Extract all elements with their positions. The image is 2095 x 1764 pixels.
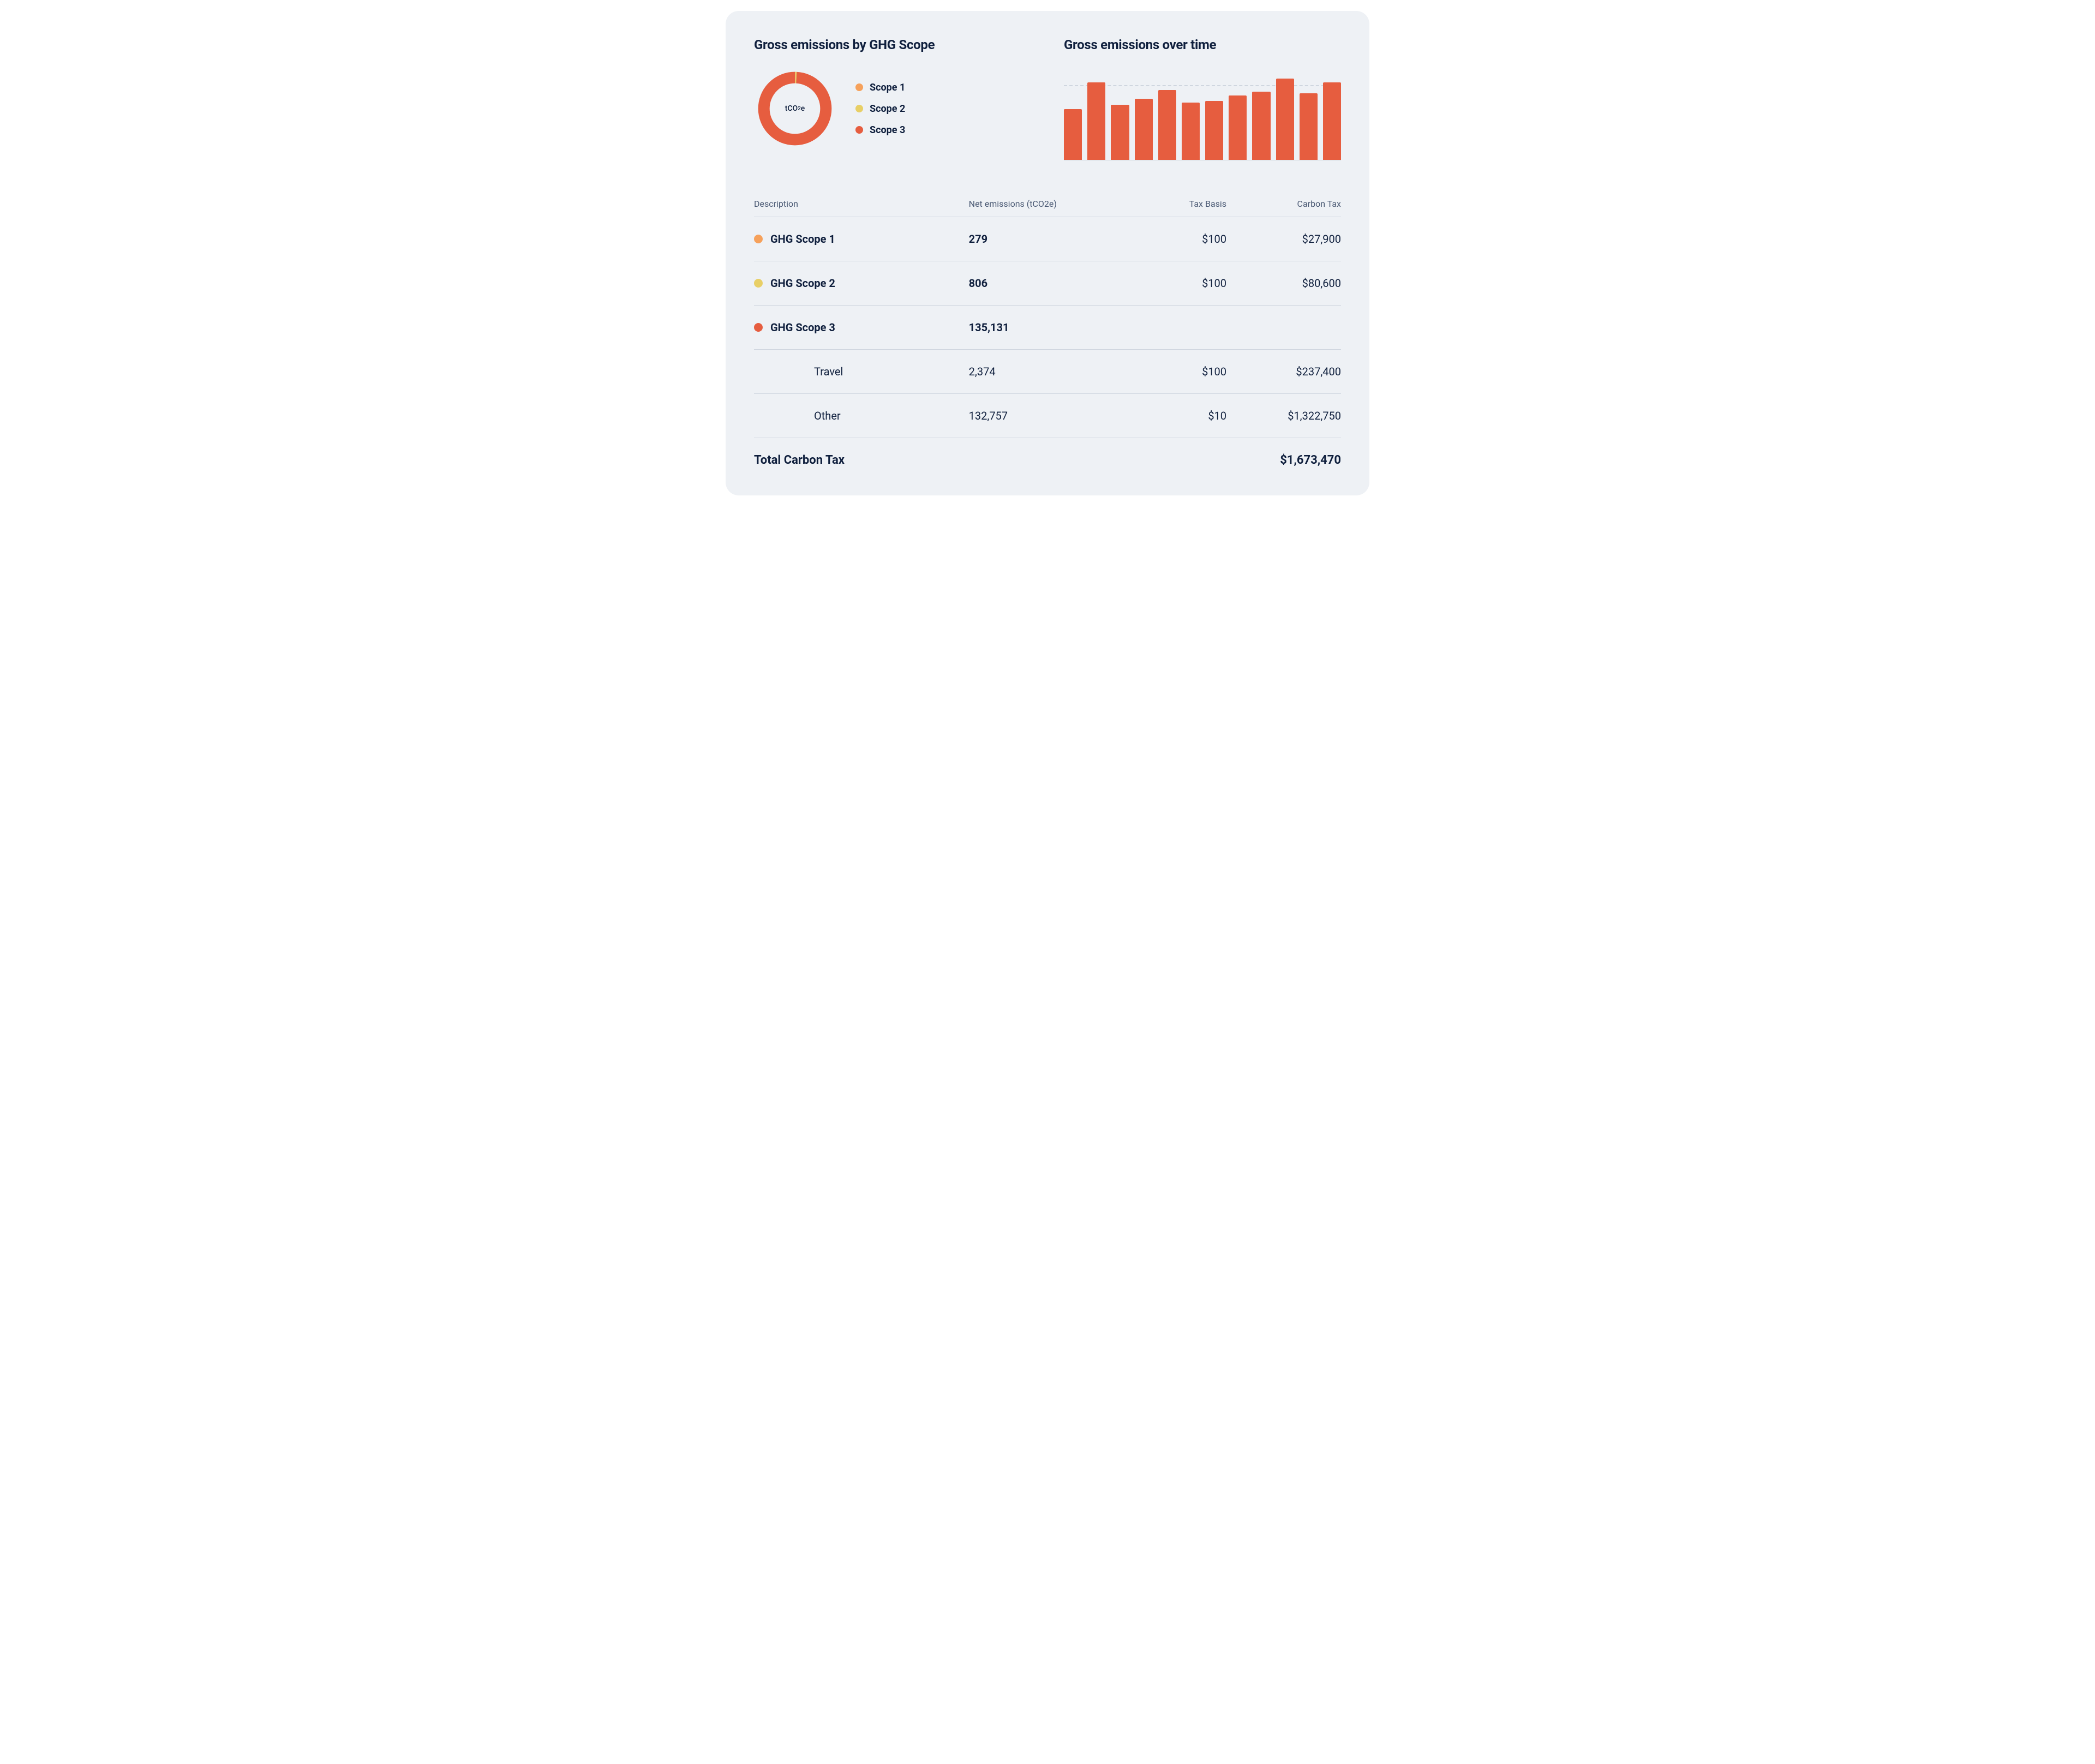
row-dot-icon (754, 323, 763, 332)
table-row: GHG Scope 1 279$100$27,900 (754, 217, 1341, 261)
footer-value: $1,673,470 (1226, 453, 1341, 467)
emissions-card: Gross emissions by GHG Scope tCO2e Scope… (726, 11, 1369, 495)
cell-net: 2,374 (969, 365, 1112, 378)
bar (1158, 90, 1176, 160)
table-row: Travel 2,374$100$237,400 (754, 350, 1341, 394)
cell-basis: $100 (1112, 232, 1226, 246)
table-body: GHG Scope 1279$100$27,900GHG Scope 2806$… (754, 217, 1341, 438)
bar (1252, 92, 1270, 160)
th-description: Description (754, 199, 969, 209)
table-row: GHG Scope 3 135,131 (754, 306, 1341, 350)
description-text: GHG Scope 3 (770, 321, 835, 334)
cell-description: Other (754, 409, 969, 422)
cell-tax: $80,600 (1226, 277, 1341, 290)
bar (1276, 79, 1294, 160)
bar (1135, 99, 1153, 160)
cell-net: 135,131 (969, 321, 1112, 334)
legend-label: Scope 1 (870, 82, 905, 93)
bar (1182, 103, 1200, 160)
legend-dot-icon (855, 83, 863, 91)
cell-net: 279 (969, 232, 1112, 246)
cell-description: GHG Scope 1 (754, 232, 969, 246)
bar-panel: Gross emissions over time (1064, 37, 1341, 160)
bar (1205, 101, 1223, 160)
bar (1323, 82, 1341, 160)
cell-tax: $1,322,750 (1226, 409, 1341, 422)
donut-legend: Scope 1 Scope 2 Scope 3 (855, 82, 905, 136)
cell-net: 132,757 (969, 409, 1112, 422)
bar-series (1064, 68, 1341, 160)
bar (1300, 93, 1318, 160)
cell-tax: $237,400 (1226, 365, 1341, 378)
donut-panel: Gross emissions by GHG Scope tCO2e Scope… (754, 37, 1031, 160)
legend-dot-icon (855, 105, 863, 112)
cell-basis: $10 (1112, 409, 1226, 422)
legend-label: Scope 3 (870, 124, 905, 136)
cell-description: GHG Scope 3 (754, 321, 969, 334)
legend-label: Scope 2 (870, 103, 905, 115)
bar-title: Gross emissions over time (1064, 37, 1341, 52)
description-text: Travel (814, 365, 843, 378)
description-text: GHG Scope 2 (770, 277, 835, 290)
th-tax: Carbon Tax (1226, 199, 1341, 209)
description-text: Other (814, 409, 841, 422)
cell-basis: $100 (1112, 365, 1226, 378)
cell-tax: $27,900 (1226, 232, 1341, 246)
table-row: GHG Scope 2 806$100$80,600 (754, 261, 1341, 306)
description-text: GHG Scope 1 (770, 232, 835, 246)
donut-title: Gross emissions by GHG Scope (754, 37, 1031, 52)
emissions-table: Description Net emissions (tCO2e) Tax Ba… (754, 199, 1341, 467)
legend-item: Scope 2 (855, 103, 905, 115)
th-net: Net emissions (tCO2e) (969, 199, 1112, 209)
bar (1229, 95, 1247, 160)
th-basis: Tax Basis (1112, 199, 1226, 209)
cell-description: GHG Scope 2 (754, 277, 969, 290)
donut-wrap: tCO2e Scope 1 Scope 2 Scope 3 (754, 68, 1031, 150)
table-row: Other 132,757$10$1,322,750 (754, 394, 1341, 438)
bar (1064, 109, 1082, 160)
legend-dot-icon (855, 126, 863, 134)
legend-item: Scope 3 (855, 124, 905, 136)
cell-net: 806 (969, 277, 1112, 290)
cell-description: Travel (754, 365, 969, 378)
donut-center-label: tCO2e (754, 68, 836, 150)
footer-label: Total Carbon Tax (754, 453, 969, 467)
row-dot-icon (754, 235, 763, 243)
row-dot-icon (754, 279, 763, 288)
donut-chart: tCO2e (754, 68, 836, 150)
bar-chart (1064, 68, 1341, 160)
charts-row: Gross emissions by GHG Scope tCO2e Scope… (754, 37, 1341, 160)
table-header: Description Net emissions (tCO2e) Tax Ba… (754, 199, 1341, 217)
table-footer: Total Carbon Tax $1,673,470 (754, 438, 1341, 467)
cell-basis: $100 (1112, 277, 1226, 290)
legend-item: Scope 1 (855, 82, 905, 93)
bar (1087, 82, 1105, 160)
bar (1111, 105, 1129, 160)
